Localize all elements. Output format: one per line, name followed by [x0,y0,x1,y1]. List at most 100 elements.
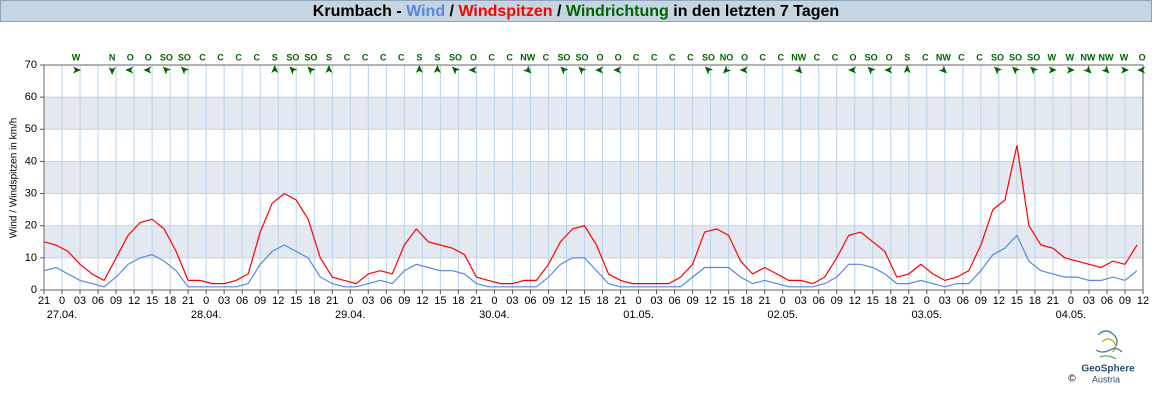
direction-label: O [886,52,893,62]
direction-label: NO [720,52,734,62]
direction-label: SO [286,52,299,62]
x-tick-label: 12 [128,295,140,307]
direction-arrow [325,65,333,73]
x-tick-label: 12 [560,295,572,307]
x-tick-label: 09 [686,295,698,307]
title-wind: Wind [406,3,445,20]
direction-arrow [1101,65,1110,74]
x-tick-label: 18 [596,295,608,307]
logo-swirl [1101,338,1117,353]
direction-label: W [1048,52,1057,62]
direction-arrow [1066,66,1075,74]
direction-label: NW [1098,52,1113,62]
direction-arrow [560,66,569,75]
direction-label: O [145,52,152,62]
x-tick-label: 0 [1068,295,1074,307]
date-label: 29.04. [335,309,366,321]
direction-arrow [613,66,622,74]
direction-label: C [777,52,784,62]
x-tick-label: 03 [362,295,374,307]
direction-label: C [633,52,640,62]
direction-arrow [938,65,947,74]
y-tick-label: 0 [31,284,37,296]
x-tick-label: 21 [470,295,482,307]
band [44,225,1143,258]
direction-arrow [1048,66,1057,74]
logo-sub: Austria [1092,374,1120,384]
x-tick-label: 06 [92,295,104,307]
direction-arrow [1121,66,1130,74]
direction-label: SO [178,52,191,62]
direction-arrow [1030,66,1039,75]
x-tick-label: 15 [290,295,302,307]
date-label: 02.05. [767,309,798,321]
direction-label: SO [557,52,570,62]
series-line [43,145,1138,285]
x-tick-label: 15 [146,295,158,307]
direction-label: C [669,52,676,62]
x-tick-label: 03 [506,295,518,307]
direction-label: SO [449,52,462,62]
x-tick-label: 18 [1029,295,1041,307]
direction-arrow [578,66,587,75]
x-tick-label: 12 [272,295,284,307]
direction-arrow [451,66,461,75]
direction-arrow [468,66,477,74]
direction-label: SO [160,52,173,62]
x-tick-label: 21 [903,295,915,307]
direction-label: C [253,52,260,62]
direction-arrow [867,66,876,75]
direction-label: C [976,52,983,62]
direction-arrow [433,65,441,73]
y-axis-label: Wind / Windspitzen in km/h [9,118,20,239]
x-tick-label: 09 [254,295,266,307]
x-tick-label: 03 [795,295,807,307]
x-tick-label: 06 [1101,295,1113,307]
x-tick-label: 18 [741,295,753,307]
title-part: / [553,3,566,20]
x-tick-label: 21 [614,295,626,307]
x-tick-label: 03 [939,295,951,307]
direction-label: C [759,52,766,62]
direction-arrow [848,66,857,74]
date-label: 03.05. [912,309,943,321]
direction-label: S [434,52,440,62]
direction-label: C [217,52,224,62]
direction-label: SO [865,52,878,62]
direction-label: S [326,52,332,62]
x-tick-label: 03 [218,295,230,307]
direction-label: C [235,52,242,62]
x-tick-label: 12 [704,295,716,307]
x-tick-label: 12 [1137,295,1149,307]
direction-arrow [903,65,911,73]
date-label: 04.05. [1056,309,1087,321]
direction-label: SO [1027,52,1040,62]
x-tick-label: 21 [326,295,338,307]
x-tick-label: 03 [1083,295,1095,307]
x-tick-label: 09 [975,295,987,307]
logo-swirl [1099,355,1117,360]
y-tick-label: 40 [25,155,37,167]
direction-arrow [73,66,81,74]
direction-label: C [922,52,929,62]
direction-label: SO [1009,52,1022,62]
direction-arrow [162,66,171,75]
direction-arrow [415,65,423,73]
chart-title: Krumbach - Wind / Windspitzen / Windrich… [313,3,839,20]
direction-arrow [1137,66,1146,74]
direction-label: C [814,52,821,62]
x-tick-label: 0 [491,295,497,307]
direction-label: W [1066,52,1075,62]
x-tick-label: 12 [849,295,861,307]
direction-label: SO [575,52,588,62]
direction-label: O [741,52,748,62]
logo-name: GeoSphere [1081,364,1135,375]
direction-label: S [904,52,910,62]
x-tick-label: 09 [398,295,410,307]
direction-label: S [416,52,422,62]
x-tick-label: 0 [924,295,930,307]
direction-label: SO [702,52,715,62]
direction-label: O [470,52,477,62]
direction-label: SO [991,52,1004,62]
direction-label: C [380,52,387,62]
